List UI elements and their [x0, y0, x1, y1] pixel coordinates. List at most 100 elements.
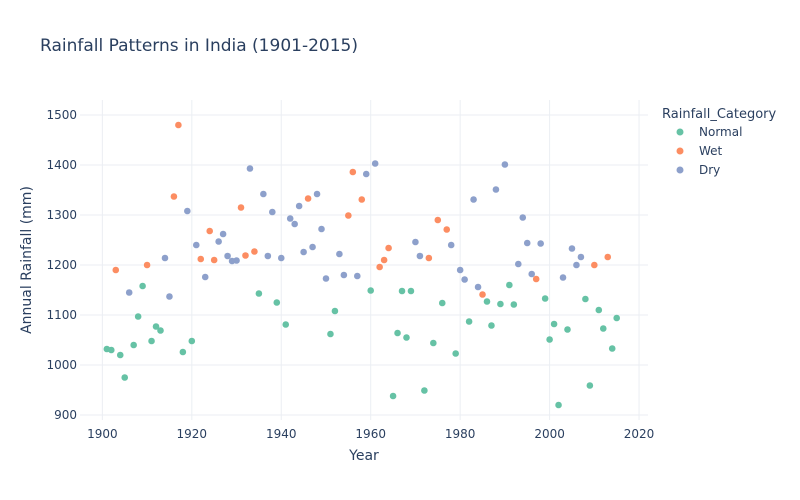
legend-item-wet[interactable]: Wet — [676, 144, 723, 158]
y-tick-label: 1400 — [46, 158, 77, 172]
data-point-dry — [269, 208, 276, 216]
data-point-dry — [246, 165, 254, 172]
data-point-normal — [157, 327, 164, 334]
data-point-normal — [541, 295, 549, 302]
data-point-dry — [201, 273, 209, 281]
x-tick-label: 1940 — [266, 427, 297, 441]
data-point-wet — [425, 254, 433, 262]
data-point-wet — [349, 168, 357, 176]
data-point-dry — [528, 270, 536, 278]
data-point-normal — [116, 351, 124, 359]
data-point-normal — [595, 306, 603, 314]
data-point-normal — [398, 287, 406, 295]
data-point-normal — [148, 337, 155, 345]
data-point-dry — [568, 245, 576, 252]
data-point-wet — [345, 212, 352, 219]
data-point-wet — [170, 193, 178, 200]
data-point-wet — [591, 261, 598, 269]
x-tick-label: 2000 — [534, 427, 565, 441]
data-point-dry — [573, 261, 580, 269]
legend-label-wet: Wet — [699, 144, 723, 158]
data-point-normal — [327, 330, 334, 338]
data-point-wet — [376, 263, 383, 271]
data-point-normal — [582, 295, 589, 303]
legend-item-dry[interactable]: Dry — [676, 163, 721, 177]
data-point-dry — [559, 274, 567, 281]
data-point-dry — [215, 238, 222, 245]
data-point-normal — [108, 346, 115, 354]
data-point-wet — [434, 216, 442, 224]
data-point-dry — [492, 186, 500, 193]
data-point-normal — [506, 281, 513, 289]
data-point-normal — [555, 401, 562, 409]
data-point-dry — [340, 271, 348, 279]
data-point-dry — [470, 196, 477, 203]
data-point-normal — [421, 387, 428, 394]
data-point-normal — [394, 329, 401, 337]
data-point-dry — [318, 225, 325, 233]
chart-title: Rainfall Patterns in India (1901-2015) — [40, 36, 358, 56]
data-point-dry — [353, 272, 361, 280]
x-tick-label: 1920 — [177, 427, 208, 441]
data-point-wet — [358, 196, 366, 203]
data-point-dry — [519, 214, 527, 221]
data-point-dry — [416, 252, 424, 260]
data-point-wet — [210, 256, 218, 264]
data-point-dry — [286, 215, 294, 222]
data-point-normal — [179, 348, 187, 356]
data-point-normal — [134, 313, 142, 320]
legend: Rainfall_Category Normal Wet Dry — [662, 107, 777, 177]
data-point-normal — [403, 334, 410, 341]
data-point-wet — [385, 244, 392, 252]
data-point-normal — [121, 374, 129, 381]
data-point-wet — [304, 195, 312, 202]
data-point-normal — [188, 337, 196, 345]
y-tick-label: 900 — [54, 408, 77, 422]
data-point-dry — [125, 289, 133, 296]
data-point-dry — [161, 254, 169, 262]
data-point-dry — [224, 252, 231, 260]
legend-marker-normal — [676, 128, 684, 136]
data-point-wet — [197, 255, 205, 263]
data-point-normal — [488, 322, 495, 329]
data-point-normal — [586, 382, 594, 389]
data-point-dry — [514, 260, 522, 268]
legend-marker-dry — [676, 166, 684, 174]
data-point-dry — [260, 190, 267, 198]
data-point-dry — [371, 160, 379, 167]
data-point-normal — [510, 301, 518, 308]
data-point-normal — [139, 282, 146, 290]
data-point-dry — [523, 239, 531, 247]
legend-item-normal[interactable]: Normal — [676, 125, 743, 139]
data-point-normal — [497, 300, 504, 308]
data-point-normal — [452, 350, 459, 357]
data-point-wet — [206, 227, 214, 235]
data-point-dry — [295, 202, 303, 210]
data-points — [103, 121, 620, 409]
legend-label-normal: Normal — [699, 125, 742, 139]
data-point-dry — [166, 293, 173, 300]
data-point-wet — [143, 261, 151, 269]
data-point-normal — [608, 345, 616, 352]
data-point-normal — [483, 298, 491, 305]
data-point-wet — [443, 226, 451, 233]
legend-items: Normal Wet Dry — [676, 125, 743, 177]
data-point-dry — [264, 252, 272, 260]
data-point-dry — [474, 283, 482, 291]
y-tick-label: 1300 — [46, 208, 77, 222]
data-point-normal — [407, 287, 415, 295]
data-point-dry — [313, 190, 321, 198]
data-point-normal — [546, 336, 553, 343]
data-point-normal — [273, 299, 281, 306]
y-axis-title: Annual Rainfall (mm) — [19, 186, 35, 334]
data-point-dry — [412, 238, 419, 246]
data-point-dry — [277, 254, 285, 262]
data-point-normal — [255, 290, 263, 297]
data-point-dry — [501, 161, 509, 168]
data-point-dry — [461, 276, 468, 283]
data-point-dry — [447, 241, 455, 249]
legend-label-dry: Dry — [699, 163, 720, 177]
data-point-normal — [550, 320, 558, 328]
data-point-normal — [282, 321, 290, 328]
